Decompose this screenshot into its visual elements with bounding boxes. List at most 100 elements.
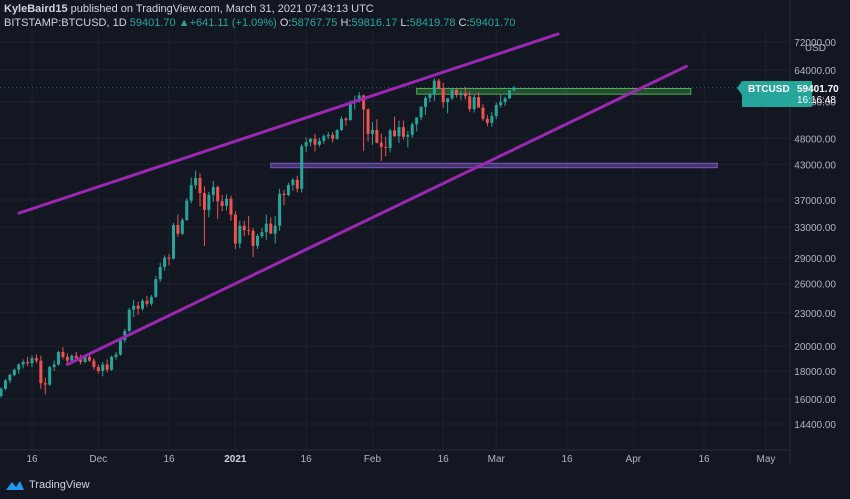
price-tick-label: 20000.00 <box>794 342 836 353</box>
price-tick-label: 56000.00 <box>794 98 836 109</box>
candle-body <box>410 124 414 135</box>
candle <box>251 227 255 258</box>
candle <box>463 86 467 100</box>
price-tick-label: 16000.00 <box>794 395 836 406</box>
candle-body <box>494 105 498 117</box>
candle <box>229 195 233 221</box>
candle-body <box>401 127 405 137</box>
time-tick-label: Mar <box>488 454 506 465</box>
price-axis[interactable]: 72000.00 64000.00 56000.00 48000.00 43000.00… <box>794 38 836 431</box>
price-label-symbol: BTCUSD <box>748 84 790 95</box>
candle-body <box>419 106 423 118</box>
candle <box>43 377 47 395</box>
candle <box>194 170 198 189</box>
candle-body <box>278 193 282 226</box>
candle <box>65 353 69 364</box>
candle <box>291 177 295 191</box>
low-label: L: <box>400 17 410 29</box>
candle-body <box>145 300 149 304</box>
time-tick-label: 16 <box>438 454 450 465</box>
candle <box>286 182 290 197</box>
candle-body <box>220 201 224 206</box>
candle <box>388 128 392 153</box>
candle <box>30 355 34 368</box>
published-info: published on TradingView.com, March 31, … <box>70 3 374 15</box>
candle-body <box>57 352 61 365</box>
time-tick-label: Feb <box>364 454 382 465</box>
candle <box>92 358 96 370</box>
candle <box>145 295 149 307</box>
candle-body <box>450 89 454 99</box>
candle-body <box>406 134 410 137</box>
candle <box>406 130 410 148</box>
candle-body <box>189 185 193 201</box>
author-name[interactable]: KyleBaird15 <box>4 3 68 15</box>
close-label: C: <box>458 17 470 29</box>
candle <box>503 96 507 106</box>
candle <box>393 116 397 137</box>
candle <box>118 338 122 356</box>
candle-body <box>477 97 481 108</box>
candle-body <box>163 257 167 268</box>
candle <box>176 214 180 237</box>
candle-body <box>180 220 184 234</box>
candle-body <box>238 225 242 244</box>
candle <box>309 137 313 147</box>
candle-body <box>171 225 175 259</box>
candle <box>260 227 264 239</box>
candle <box>96 364 100 374</box>
candle-body <box>30 358 34 364</box>
candle-body <box>176 225 180 234</box>
price-tick-label: 18000.00 <box>794 367 836 378</box>
candle <box>48 365 52 386</box>
candle-body <box>167 257 171 259</box>
candle <box>441 82 445 108</box>
candle <box>57 350 61 366</box>
candle <box>238 220 242 249</box>
price-tick-label: 14400.00 <box>794 420 836 431</box>
candle-body <box>317 140 321 145</box>
price-tick-label: 43000.00 <box>794 160 836 171</box>
candle-body <box>136 305 140 309</box>
candle-body <box>313 138 317 145</box>
candle <box>247 215 251 236</box>
tradingview-branding[interactable]: TradingView <box>5 479 90 491</box>
time-tick-label: 16 <box>26 454 38 465</box>
candle-body <box>96 367 100 372</box>
candle <box>384 136 388 157</box>
candle <box>512 86 516 92</box>
symbol-name[interactable]: BITSTAMP:BTCUSD, 1D <box>4 17 127 29</box>
price-label-pointer <box>737 81 742 95</box>
time-tick-label: Apr <box>626 454 642 465</box>
candle-body <box>225 198 229 206</box>
candle <box>508 90 512 100</box>
candle <box>211 180 215 202</box>
candle-body <box>512 87 516 91</box>
candle <box>485 114 489 127</box>
candle <box>185 198 189 221</box>
candle <box>278 188 282 231</box>
candle-body <box>79 358 83 362</box>
candle <box>313 133 317 152</box>
tradingview-logo-icon <box>6 481 24 490</box>
upper-channel <box>17 32 560 215</box>
candle-body <box>43 383 47 385</box>
candle-body <box>21 361 25 365</box>
price-tick-label: 72000.00 <box>794 38 836 49</box>
price-tick-label: 48000.00 <box>794 134 836 145</box>
candle-body <box>154 279 158 297</box>
candle <box>132 299 136 317</box>
price-label-countdown: 16:16:48 <box>797 95 836 106</box>
candle-body <box>388 130 392 148</box>
time-axis[interactable]: 16 Dec 16 2021 16 Feb 16 Mar 16 Apr 16 May <box>26 454 775 465</box>
time-tick-label: 16 <box>699 454 711 465</box>
candle <box>282 189 286 206</box>
candle <box>397 120 401 143</box>
candle <box>379 133 383 162</box>
close-value: 59401.70 <box>469 17 516 29</box>
candle-body <box>185 200 189 221</box>
candle-body <box>194 177 198 186</box>
lower-channel <box>65 64 688 366</box>
time-tick-label: 16 <box>164 454 176 465</box>
